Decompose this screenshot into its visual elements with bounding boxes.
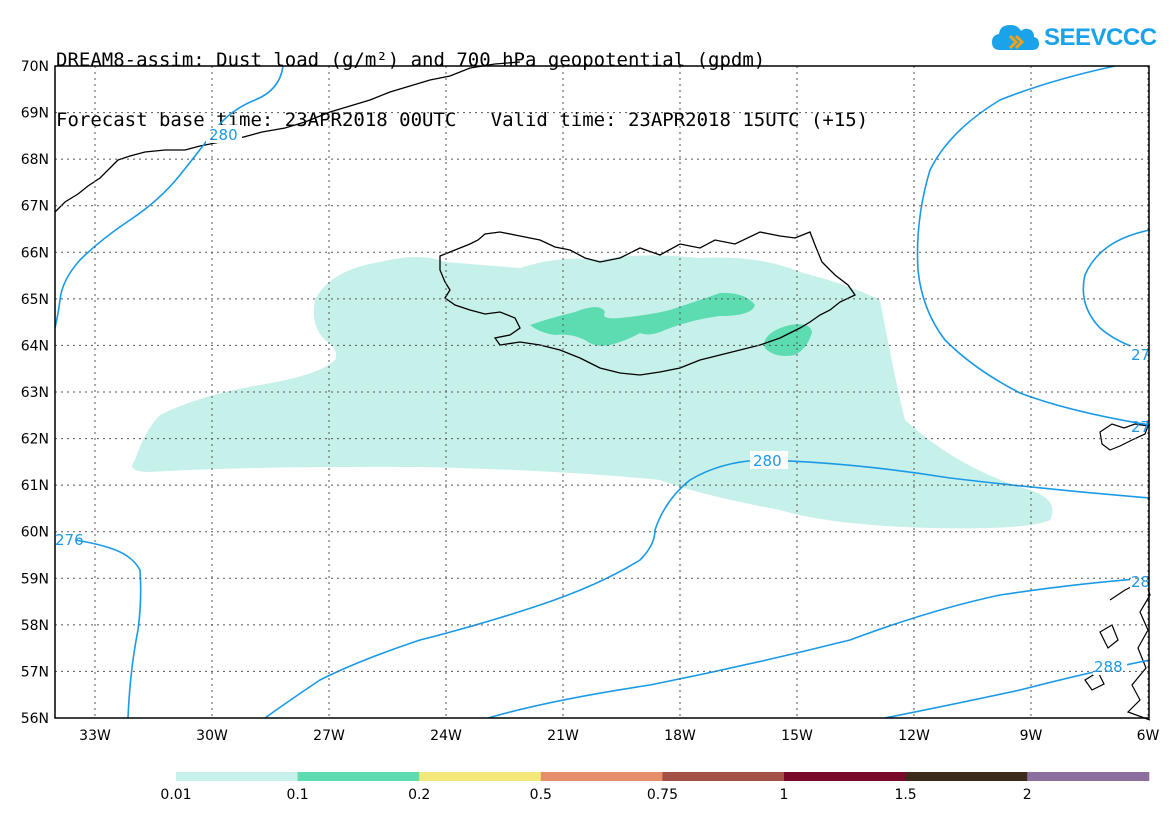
colorbar-label: 1.5 (894, 787, 916, 803)
faroe-coastline (1099, 423, 1149, 451)
longitude-label: 21W (547, 728, 579, 744)
contour-south-1 (487, 577, 1151, 719)
contour-label-bg (55, 530, 77, 548)
latitude-label: 64N (21, 338, 49, 354)
colorbar-segment (176, 772, 299, 781)
colorbar-segment (419, 772, 542, 781)
latitude-label: 60N (21, 525, 49, 541)
contour-label-bg (1130, 572, 1150, 590)
longitude-labels: 33W 30W 27W 24W 21W 18W 15W 12W 9W 6W (79, 728, 1159, 744)
latitude-label: 59N (21, 571, 49, 587)
latitude-label: 57N (21, 664, 49, 680)
latitude-label: 70N (21, 59, 49, 75)
contour-label-east-2: 27 (1131, 418, 1150, 436)
latitude-label: 65N (21, 292, 49, 308)
latitude-label: 63N (21, 385, 49, 401)
colorbar-segment (540, 772, 663, 781)
latitude-labels: 70N 69N 68N 67N 66N 65N 64N 63N 62N 61N 60N 59N 58N 5… (21, 59, 49, 727)
dust-area-medium (530, 292, 755, 346)
dust-area-light (132, 255, 1053, 529)
dust-area-medium (764, 324, 812, 356)
longitude-label: 12W (898, 728, 930, 744)
latitude-label: 56N (21, 711, 49, 727)
contour-label-280-central: 280 (753, 452, 782, 470)
contour-label-276-west: 276 (55, 531, 84, 549)
contour-280-northwest (54, 65, 284, 329)
contour-276-west (54, 537, 142, 719)
iceland-coastline (439, 231, 856, 376)
colorbar-label: 1 (780, 787, 789, 803)
longitude-label: 30W (196, 728, 228, 744)
map-frame (54, 65, 1150, 719)
contour-label-bg (1130, 345, 1150, 363)
colorbar: 0.01 0.1 0.2 0.5 0.75 1 1.5 2 (160, 772, 1150, 803)
contour-label-288: 288 (1094, 658, 1123, 676)
latitude-label: 61N (21, 478, 49, 494)
map-title: DREAM8-assim: Dust load (g/m²) and 700 h… (56, 49, 766, 71)
colorbar-label: 2 (1023, 787, 1032, 803)
greenland-coastline (54, 61, 521, 213)
colorbar-label: 0.01 (160, 787, 191, 803)
longitude-label: 24W (430, 728, 462, 744)
colorbar-segment (662, 772, 785, 781)
logo-text: SEEVCCC (1044, 24, 1157, 51)
geopotential-contours (54, 65, 1151, 719)
latitude-label: 66N (21, 245, 49, 261)
colorbar-label: 0.75 (647, 787, 678, 803)
contour-east-inner (1082, 229, 1151, 353)
colorbar-label: 0.1 (286, 787, 308, 803)
latitude-label: 58N (21, 618, 49, 634)
contour-label-bg (750, 451, 788, 469)
colorbar-segment (784, 772, 907, 781)
forecast-time-line: Forecast base time: 23APR2018 00UTC Vali… (56, 109, 869, 131)
longitude-label: 6W (1137, 728, 1160, 744)
colorbar-label: 0.5 (530, 787, 552, 803)
longitude-label: 18W (664, 728, 696, 744)
latitude-label: 62N (21, 432, 49, 448)
contour-label-bg (1093, 657, 1127, 675)
contour-east-ring (916, 65, 1151, 426)
contour-label-28: 28 (1131, 573, 1150, 591)
longitude-label: 9W (1020, 728, 1043, 744)
longitude-label: 33W (79, 728, 111, 744)
latitude-label: 67N (21, 199, 49, 215)
cloud-icon (992, 25, 1039, 50)
longitude-label: 27W (313, 728, 345, 744)
contour-280-central (264, 459, 1151, 719)
contour-label-280-nw: 280 (209, 126, 238, 144)
scotland-coastline (1084, 579, 1151, 721)
colorbar-segment (297, 772, 420, 781)
colorbar-segment (905, 772, 1028, 781)
latitude-label: 68N (21, 152, 49, 168)
longitude-label: 15W (781, 728, 813, 744)
map-header: DREAM8-assim: Dust load (g/m²) and 700 h… (56, 10, 868, 150)
contour-label-east-1: 27 (1131, 346, 1150, 364)
contour-label-bg (206, 125, 242, 143)
latitude-label: 69N (21, 106, 49, 122)
seevccc-logo: SEEVCCC (990, 18, 1157, 58)
colorbar-label: 0.2 (408, 787, 430, 803)
gridlines (55, 66, 1149, 718)
colorbar-segment (1027, 772, 1150, 781)
